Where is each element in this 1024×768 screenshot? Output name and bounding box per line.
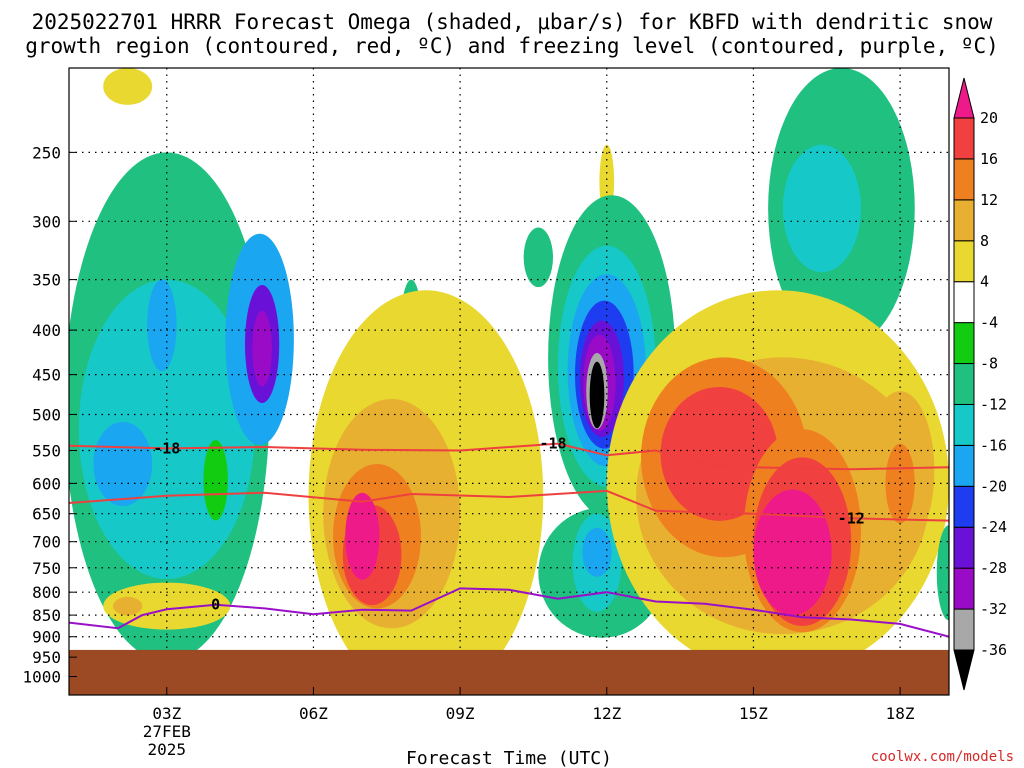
y-tick-label: 850 xyxy=(32,606,61,625)
contour-dgz_-12 xyxy=(69,489,949,522)
contour-label: -12 xyxy=(838,509,865,527)
y-tick-label: 750 xyxy=(32,559,61,578)
colorbar-segment xyxy=(953,444,975,487)
contour-label: -18 xyxy=(539,435,566,453)
contour-dgz_-18 xyxy=(69,442,949,471)
contour-label: 0 xyxy=(211,596,220,614)
y-tick-label: 650 xyxy=(32,505,61,524)
contours-layer: -18 -12 0 -18 xyxy=(69,435,949,678)
colorbar-segment xyxy=(953,649,975,691)
colorbar-segment xyxy=(953,363,975,405)
y-tick-label: 550 xyxy=(32,442,61,461)
colorbar-label: -4 xyxy=(980,314,998,332)
colorbar-segment xyxy=(953,403,975,446)
omega-shaded-field xyxy=(69,68,949,695)
colorbar-label: -20 xyxy=(980,477,1007,495)
descent-0700z xyxy=(345,492,380,580)
contour-freezing_0 xyxy=(69,587,949,638)
colorbar-label: 16 xyxy=(980,150,998,168)
y-tick-label: 950 xyxy=(32,648,61,667)
colorbar-segment xyxy=(953,117,975,160)
descent-1500z xyxy=(660,387,778,521)
colorbar-segment xyxy=(953,567,975,610)
plot-grid xyxy=(69,68,949,695)
colorbar-segment xyxy=(953,608,975,651)
colorbar-label: -8 xyxy=(980,355,998,373)
colorbar-label: -16 xyxy=(980,436,1007,454)
x-tick-label: 09Z xyxy=(446,704,475,723)
ascent-1200z xyxy=(589,361,605,429)
ascent-0200z-lower xyxy=(93,421,153,507)
colorbar-segment xyxy=(953,322,975,365)
y-tick-label: 900 xyxy=(32,628,61,647)
y-tick-label: 400 xyxy=(32,321,61,340)
colorbar-segment xyxy=(953,281,975,324)
x-tick-label: 06Z xyxy=(299,704,328,723)
colorbar-label: 8 xyxy=(980,232,989,250)
y-tick-label: 1000 xyxy=(22,668,61,687)
colorbar-label: -32 xyxy=(980,600,1007,618)
y-tick-label: 500 xyxy=(32,405,61,424)
colorbar-segment xyxy=(953,77,975,119)
calm-hole-0400z xyxy=(203,440,228,521)
chart-title-line1: 2025022701 HRRR Forecast Omega (shaded, … xyxy=(32,10,993,34)
x-tick-label: 12Z xyxy=(592,704,621,723)
ascent-1130z-low xyxy=(582,527,612,577)
colorbar-label: -36 xyxy=(980,641,1007,659)
x-tick-label: 15Z xyxy=(739,704,768,723)
pressure-axis: 250 300 350 400 450 500 550 600 650 700 750 800 850 9… xyxy=(22,143,77,687)
colorbar: -36 -32 -28 -24 -20 -16 -12 -8 -4 4 8 12 16 20 xyxy=(953,77,1007,691)
x-tick-label: 18Z xyxy=(886,704,915,723)
credit-link[interactable]: coolwx.com/models xyxy=(871,749,1014,765)
x-axis-title: Forecast Time (UTC) xyxy=(406,748,612,768)
y-tick-label: 250 xyxy=(32,143,61,162)
y-tick-label: 800 xyxy=(32,583,61,602)
colorbar-label: -12 xyxy=(980,395,1007,413)
descent-1800z xyxy=(885,443,915,524)
colorbar-label: 12 xyxy=(980,191,998,209)
colorbar-segment xyxy=(953,485,975,528)
ascent-1115z-small xyxy=(523,227,553,288)
descent-0230z-top xyxy=(103,68,153,105)
y-tick-label: 600 xyxy=(32,474,61,493)
colorbar-label: -28 xyxy=(980,559,1007,577)
y-tick-label: 450 xyxy=(32,366,61,385)
contour-label: -18 xyxy=(153,439,180,457)
descent-0400z-low xyxy=(103,582,231,630)
descent-1600z xyxy=(753,489,832,616)
x-tick-date: 27FEB xyxy=(143,722,191,741)
colorbar-label: 20 xyxy=(980,109,998,127)
colorbar-segment xyxy=(953,526,975,569)
colorbar-segment xyxy=(953,240,975,283)
colorbar-segment xyxy=(953,158,975,201)
x-tick-label: 03Z xyxy=(152,704,181,723)
descent-0400z-low xyxy=(113,596,143,616)
y-tick-label: 700 xyxy=(32,533,61,552)
ascent-1700z xyxy=(782,144,862,273)
colorbar-segment xyxy=(953,199,975,242)
terrain-block xyxy=(69,649,949,695)
chart-title-line2: growth region (contoured, red, ºC) and f… xyxy=(25,34,999,58)
ascent-0500z xyxy=(252,310,272,387)
x-tick-year: 2025 xyxy=(148,740,187,759)
y-tick-label: 350 xyxy=(32,271,61,290)
colorbar-label: -24 xyxy=(980,518,1007,536)
y-tick-label: 300 xyxy=(32,212,61,231)
colorbar-label: 4 xyxy=(980,273,989,291)
plot-frame xyxy=(68,67,950,696)
ascent-1900z-edge xyxy=(936,525,949,621)
ascent-0330z-upper xyxy=(147,279,177,372)
